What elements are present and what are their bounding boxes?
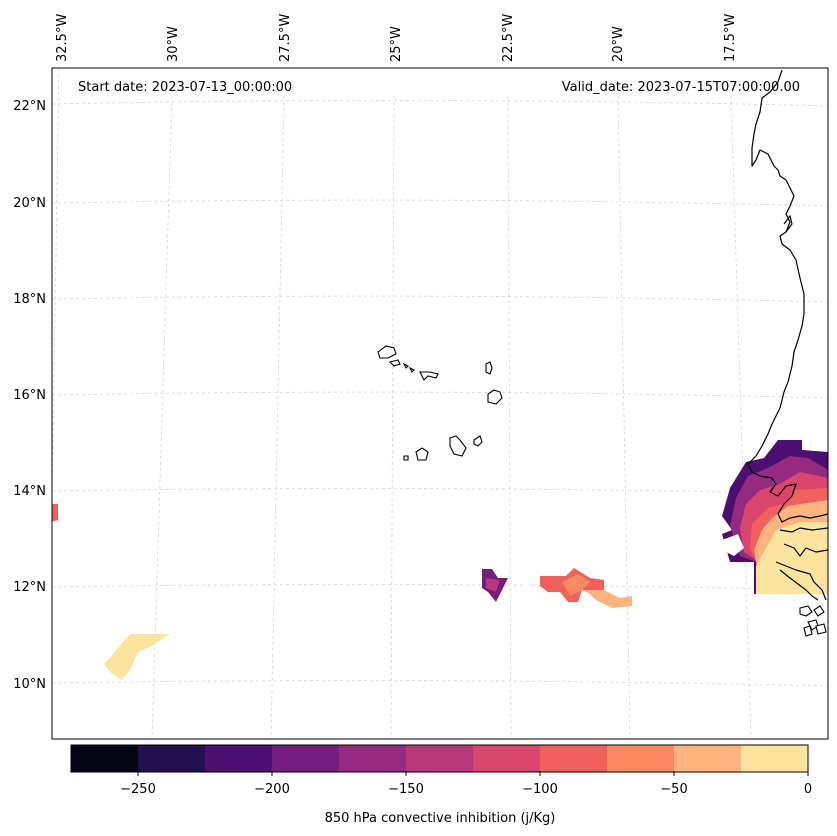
graticule [51, 67, 829, 740]
colorbar-swatch [272, 745, 340, 772]
colorbar-border [70, 744, 809, 773]
cin-patch-central-light [582, 590, 632, 608]
colorbar-swatch [339, 745, 407, 772]
longitude-labels: 32.5°W 30°W 27.5°W 25°W 22.5°W 20°W 17.5… [55, 14, 738, 62]
cin-patch-central-orange [562, 574, 590, 596]
colorbar-swatch [71, 745, 139, 772]
colorbar-tick-label: −50 [660, 782, 687, 797]
cabo-verde-islands [377, 345, 503, 461]
colorbar-tick-label: −100 [522, 782, 558, 797]
lon-label: 20°W [611, 26, 626, 62]
colorbar-tick-label: −250 [120, 782, 156, 797]
colorbar-swatch [406, 745, 474, 772]
colorbar-tick-label: 0 [804, 782, 812, 797]
map-panel [52, 68, 828, 739]
colorbar-swatch [138, 745, 206, 772]
lat-label: 12°N [13, 580, 46, 595]
african-coastline [747, 69, 829, 637]
colorbar [70, 744, 809, 773]
lat-label: 18°N [13, 292, 46, 307]
lat-label: 14°N [13, 484, 46, 499]
cin-patch-central-white-gap [519, 572, 534, 591]
lat-label: 16°N [13, 388, 46, 403]
colorbar-swatch [674, 745, 742, 772]
lon-label: 32.5°W [55, 14, 70, 62]
cin-fill [52, 440, 828, 680]
cin-patch-west-edge [52, 504, 58, 522]
colorbar-swatch [741, 745, 809, 772]
cin-coast-layer-light [756, 522, 828, 594]
colorbar-ticks: −250 −200 −150 −100 −50 0 [120, 771, 812, 797]
colorbar-swatch [205, 745, 273, 772]
lon-label: 22.5°W [501, 14, 516, 62]
cin-coast-white-notch [722, 534, 744, 556]
lon-label: 30°W [166, 26, 181, 62]
cin-patch-southwest [104, 634, 170, 680]
cin-patch-central-pink [486, 578, 500, 592]
latitude-labels: 22°N 20°N 18°N 16°N 14°N 12°N 10°N [13, 99, 46, 692]
lon-label: 25°W [389, 26, 404, 62]
valid-date-label: Valid_date: 2023-07-15T07:00:00.00 [562, 80, 800, 95]
lat-label: 20°N [13, 196, 46, 211]
lat-label: 22°N [13, 99, 46, 114]
colorbar-swatch [540, 745, 608, 772]
start-date-label: Start date: 2023-07-13_00:00:00 [78, 80, 292, 95]
lat-label: 10°N [13, 677, 46, 692]
colorbar-swatch [607, 745, 675, 772]
lon-label: 17.5°W [723, 14, 738, 62]
map-frame [51, 67, 829, 740]
colorbar-swatch [473, 745, 541, 772]
colorbar-tick-label: −200 [254, 782, 290, 797]
lon-label: 27.5°W [278, 14, 293, 62]
colorbar-label: 850 hPa convective inhibition (j/Kg) [325, 811, 556, 826]
colorbar-tick-label: −150 [388, 782, 424, 797]
